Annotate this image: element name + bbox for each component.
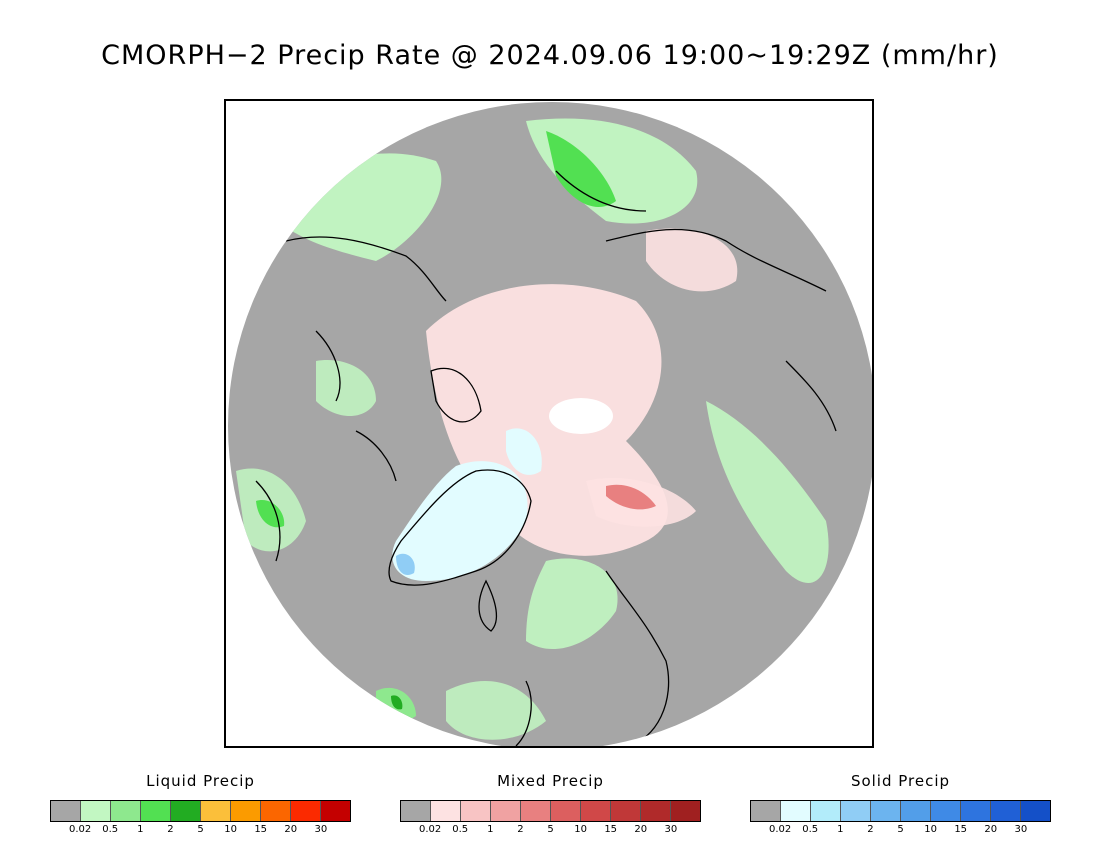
color-swatch <box>521 801 551 821</box>
color-swatch <box>201 801 231 821</box>
color-scale <box>50 800 351 822</box>
color-scale <box>400 800 701 822</box>
color-swatch <box>81 801 111 821</box>
tick-label: 5 <box>197 824 204 835</box>
tick-labels: 0.02 0.5 1 2 5 10 15 20 30 <box>750 824 1051 838</box>
color-swatch <box>641 801 671 821</box>
tick-label: 1 <box>487 824 494 835</box>
color-swatch <box>291 801 321 821</box>
polar-map <box>224 99 874 748</box>
tick-label: 2 <box>517 824 524 835</box>
precip-region <box>706 401 829 583</box>
tick-label: 1 <box>837 824 844 835</box>
tick-label: 15 <box>604 824 618 835</box>
precip-region <box>506 428 542 475</box>
precip-region <box>256 500 285 528</box>
precip-region <box>391 695 403 710</box>
tick-label: 30 <box>1014 824 1028 835</box>
legend-title: Mixed Precip <box>497 772 604 790</box>
precip-region <box>446 681 546 740</box>
color-swatch <box>171 801 201 821</box>
tick-label: 0.5 <box>102 824 119 835</box>
color-swatch <box>111 801 141 821</box>
color-swatch <box>841 801 871 821</box>
coastlines <box>255 170 837 746</box>
color-swatch <box>811 801 841 821</box>
tick-label: 2 <box>867 824 874 835</box>
color-swatch <box>1021 801 1050 821</box>
precip-region <box>392 461 528 581</box>
color-swatch <box>751 801 781 821</box>
color-swatch <box>141 801 171 821</box>
tick-label: 10 <box>224 824 237 835</box>
color-swatch <box>781 801 811 821</box>
color-swatch <box>581 801 611 821</box>
color-swatch <box>401 801 431 821</box>
color-swatch <box>931 801 961 821</box>
color-scale <box>750 800 1051 822</box>
tick-label: 0.5 <box>802 824 819 835</box>
liquid-precip-legend: Liquid Precip 0.02 0.5 1 2 5 10 15 20 30 <box>50 772 351 838</box>
tick-label: 5 <box>547 824 554 835</box>
tick-label: 0.02 <box>68 824 92 835</box>
tick-label: 30 <box>314 824 328 835</box>
tick-label: 0.5 <box>452 824 469 835</box>
tick-label: 20 <box>634 824 648 835</box>
precip-region <box>546 131 616 207</box>
color-swatch <box>461 801 491 821</box>
tick-label: 5 <box>897 824 904 835</box>
tick-label: 2 <box>167 824 174 835</box>
precip-region <box>606 484 656 510</box>
tick-label: 15 <box>254 824 268 835</box>
color-swatch <box>491 801 521 821</box>
color-swatch <box>871 801 901 821</box>
tick-label: 0.02 <box>768 824 792 835</box>
color-swatch <box>431 801 461 821</box>
tick-label: 10 <box>924 824 937 835</box>
tick-labels: 0.02 0.5 1 2 5 10 15 20 30 <box>400 824 701 838</box>
precip-region <box>549 398 613 434</box>
tick-label: 1 <box>137 824 144 835</box>
color-swatch <box>991 801 1021 821</box>
tick-labels: 0.02 0.5 1 2 5 10 15 20 30 <box>50 824 351 838</box>
tick-label: 10 <box>574 824 587 835</box>
color-swatch <box>551 801 581 821</box>
precip-region <box>396 553 415 576</box>
precip-region <box>646 228 738 292</box>
map-title: CMORPH−2 Precip Rate @ 2024.09.06 19:00~… <box>101 40 999 71</box>
color-swatch <box>901 801 931 821</box>
precip-region <box>316 360 376 416</box>
color-swatch <box>261 801 291 821</box>
polar-map-canvas <box>228 102 872 746</box>
tick-label: 0.02 <box>418 824 442 835</box>
color-swatch <box>961 801 991 821</box>
tick-label: 15 <box>954 824 968 835</box>
legend-title: Solid Precip <box>850 772 951 790</box>
tick-label: 20 <box>284 824 298 835</box>
color-swatch <box>321 801 350 821</box>
tick-label: 30 <box>664 824 678 835</box>
mixed-precip-legend: Mixed Precip 0.02 0.5 1 2 5 10 15 20 30 <box>400 772 701 838</box>
tick-label: 20 <box>984 824 998 835</box>
color-swatch <box>611 801 641 821</box>
solid-precip-legend: Solid Precip 0.02 0.5 1 2 5 10 15 20 30 <box>750 772 1051 838</box>
color-swatch <box>51 801 81 821</box>
color-swatch <box>671 801 700 821</box>
legend-title: Liquid Precip <box>146 772 255 790</box>
color-swatch <box>231 801 261 821</box>
precip-region <box>526 558 618 650</box>
